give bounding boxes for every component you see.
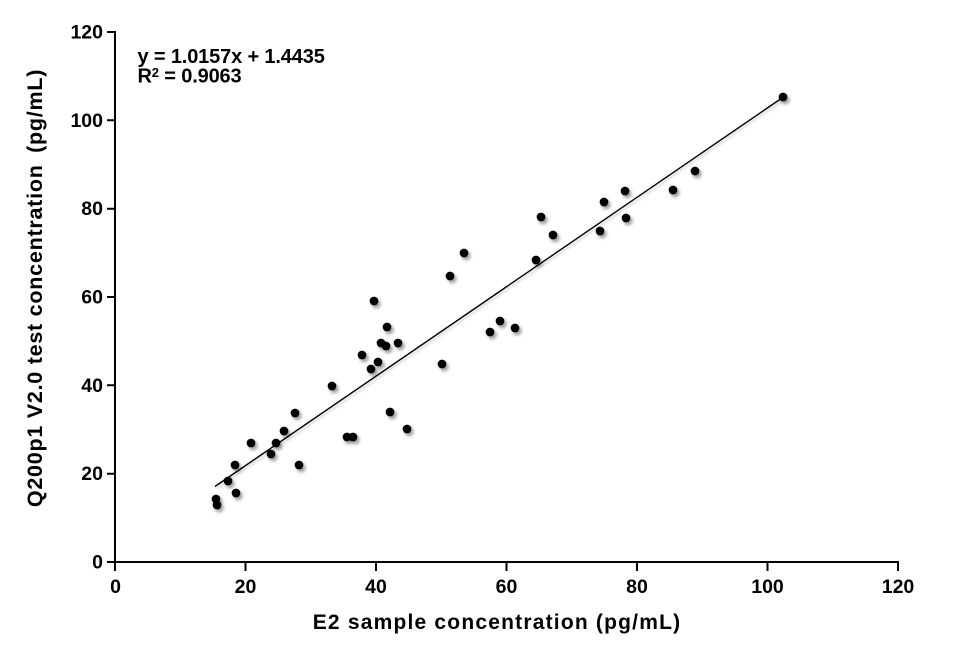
svg-text:E2 sample concentration (pg/mL: E2 sample concentration (pg/mL) (313, 611, 682, 634)
svg-text:40: 40 (365, 576, 387, 598)
svg-text:y = 1.0157x + 1.4435: y = 1.0157x + 1.4435 (138, 46, 325, 68)
svg-text:20: 20 (81, 463, 103, 485)
svg-text:80: 80 (81, 198, 103, 220)
svg-text:100: 100 (70, 110, 103, 132)
svg-text:0: 0 (110, 576, 121, 598)
svg-text:Q200p1 V2.0 test concentration: Q200p1 V2.0 test concentration (pg/mL) (23, 69, 47, 507)
svg-text:120: 120 (70, 22, 103, 44)
svg-text:100: 100 (751, 576, 784, 598)
svg-text:60: 60 (81, 287, 103, 309)
svg-text:40: 40 (81, 375, 103, 397)
svg-text:0: 0 (92, 552, 103, 574)
svg-text:R2 = 0.9063: R2 = 0.9063 (138, 65, 242, 88)
svg-text:80: 80 (626, 576, 648, 598)
svg-text:20: 20 (235, 576, 257, 598)
svg-text:60: 60 (496, 576, 518, 598)
svg-text:120: 120 (882, 576, 915, 598)
